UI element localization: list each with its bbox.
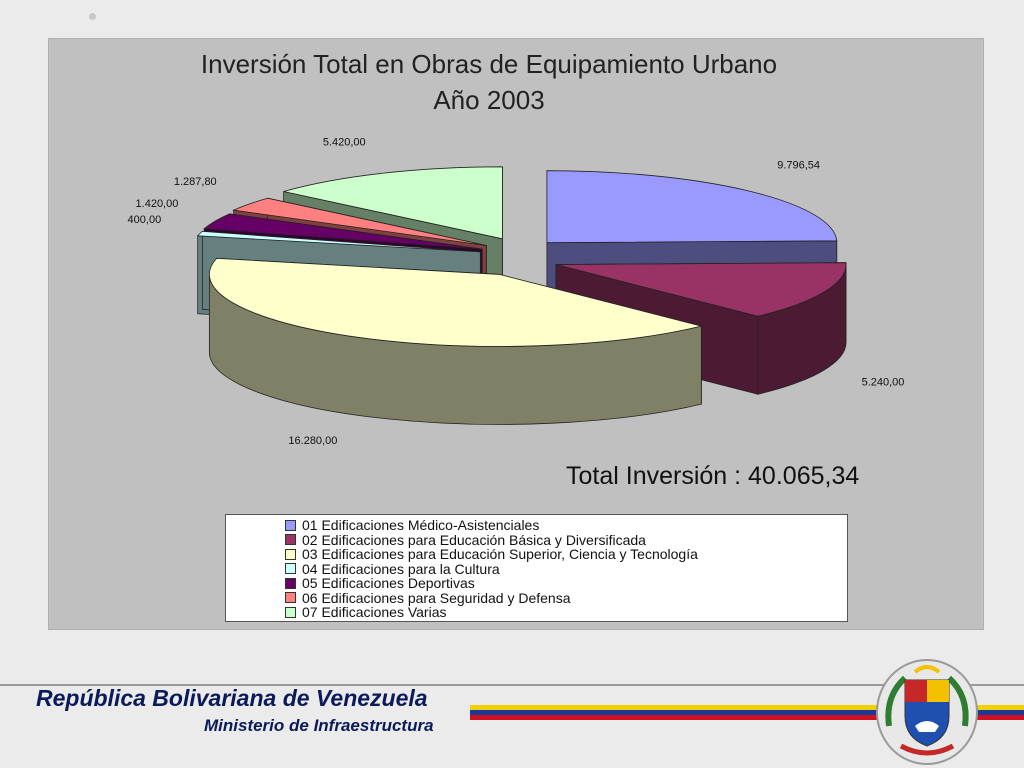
legend-label: 02 Edificaciones para Educación Básica y…	[302, 531, 646, 548]
legend-label: 04 Edificaciones para la Cultura	[302, 560, 500, 577]
slice-value-label: 1.287,80	[174, 176, 217, 188]
slice-value-label: 5.240,00	[862, 377, 905, 389]
legend-item: 03 Edificaciones para Educación Superior…	[285, 546, 847, 563]
footer-banner: República Bolivariana de Venezuela Minis…	[0, 659, 1024, 768]
flag-stripe-red	[470, 715, 1024, 720]
decorative-dot	[89, 13, 96, 20]
chart-legend: 01 Edificaciones Médico-Asistenciales 02…	[225, 514, 848, 622]
legend-label: 03 Edificaciones para Educación Superior…	[302, 546, 698, 563]
legend-label: 06 Edificaciones para Seguridad y Defens…	[302, 589, 571, 606]
legend-swatch	[285, 563, 296, 575]
slice-value-label: 400,00	[128, 214, 162, 226]
legend-swatch	[285, 606, 296, 618]
flag-stripes	[470, 705, 1024, 720]
chart-plot-area: Inversión Total en Obras de Equipamiento…	[48, 38, 984, 630]
venezuela-coat-of-arms-icon	[876, 659, 978, 765]
legend-label: 05 Edificaciones Deportivas	[302, 575, 475, 592]
country-name: República Bolivariana de Venezuela	[36, 685, 428, 711]
legend-swatch	[285, 534, 296, 546]
pie-slice	[555, 262, 847, 395]
slice-value-label: 16.280,00	[288, 435, 337, 447]
legend-swatch	[285, 577, 296, 589]
legend-swatch	[285, 548, 296, 560]
chart-title-line-2: Año 2003	[433, 85, 545, 115]
legend-item: 04 Edificaciones para la Cultura	[285, 560, 847, 577]
legend-item: 05 Edificaciones Deportivas	[285, 575, 847, 592]
legend-item: 06 Edificaciones para Seguridad y Defens…	[285, 589, 847, 606]
legend-item: 02 Edificaciones para Educación Básica y…	[285, 531, 847, 548]
legend-item: 01 Edificaciones Médico-Asistenciales	[285, 517, 847, 534]
legend-label: 07 Edificaciones Varias	[302, 604, 447, 621]
legend-swatch	[285, 592, 296, 604]
chart-title-line-1: Inversión Total en Obras de Equipamiento…	[200, 49, 778, 79]
legend-item: 07 Edificaciones Varias	[285, 604, 847, 621]
slice-value-label: 1.420,00	[136, 198, 179, 210]
footer-divider	[0, 684, 1024, 686]
flag-stripe-blue	[470, 710, 1024, 715]
slice-value-label: 5.420,00	[323, 137, 366, 149]
legend-swatch	[285, 519, 296, 531]
total-investment: Total Inversión : 40.065,34	[566, 462, 860, 490]
pie-chart: 9.796,54 5.240,00 16.280,00 400,00 1.420,00 1…	[128, 137, 905, 447]
ministry-name: Ministerio de Infraestructura	[204, 716, 434, 735]
legend-label: 01 Edificaciones Médico-Asistenciales	[302, 517, 540, 534]
flag-stripe-yellow	[470, 705, 1024, 710]
pie-slice	[208, 257, 702, 425]
slice-value-label: 9.796,54	[777, 159, 820, 171]
